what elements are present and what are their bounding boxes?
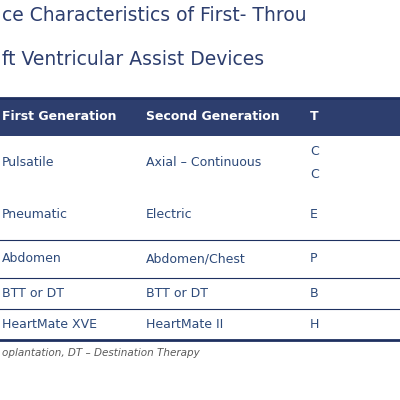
Bar xyxy=(0,98,400,136)
Text: HeartMate XVE: HeartMate XVE xyxy=(2,318,97,331)
Text: Abdomen/Chest: Abdomen/Chest xyxy=(146,252,246,266)
Text: Electric: Electric xyxy=(146,208,193,222)
Text: ce Characteristics of First- Throu: ce Characteristics of First- Throu xyxy=(2,6,307,25)
Text: C: C xyxy=(310,145,319,158)
Text: BTT or DT: BTT or DT xyxy=(2,287,64,300)
Text: Pneumatic: Pneumatic xyxy=(2,208,68,222)
Text: C: C xyxy=(310,168,319,181)
Text: First Generation: First Generation xyxy=(2,110,116,124)
Text: oplantation, DT – Destination Therapy: oplantation, DT – Destination Therapy xyxy=(2,348,200,358)
Text: HeartMate II: HeartMate II xyxy=(146,318,223,331)
Text: T: T xyxy=(310,110,319,124)
Text: E: E xyxy=(310,208,318,222)
Text: Abdomen: Abdomen xyxy=(2,252,62,266)
Text: H: H xyxy=(310,318,319,331)
Text: BTT or DT: BTT or DT xyxy=(146,287,208,300)
Text: Second Generation: Second Generation xyxy=(146,110,280,124)
Text: Pulsatile: Pulsatile xyxy=(2,156,54,170)
Text: B: B xyxy=(310,287,319,300)
Text: Axial – Continuous: Axial – Continuous xyxy=(146,156,261,170)
Text: P: P xyxy=(310,252,318,266)
Text: ft Ventricular Assist Devices: ft Ventricular Assist Devices xyxy=(2,50,264,69)
